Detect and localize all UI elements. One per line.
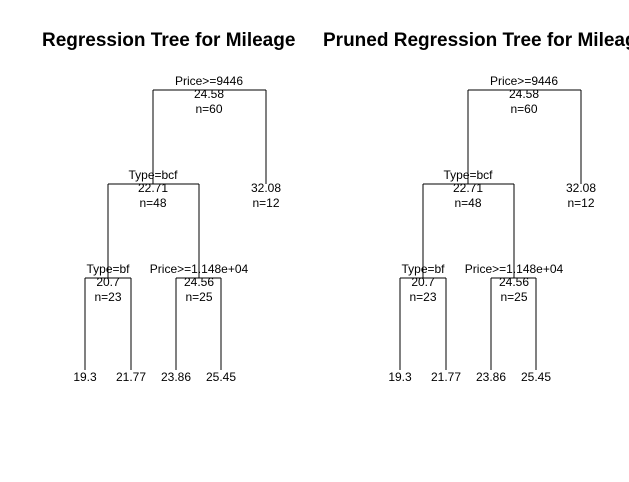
- leaf-value: 21.77: [116, 370, 146, 384]
- tree-title: Pruned Regression Tree for Mileage: [323, 30, 629, 51]
- node-count: n=48: [454, 196, 481, 210]
- node-count: n=60: [510, 102, 537, 116]
- node-count: n=25: [500, 290, 527, 304]
- node-count: n=25: [185, 290, 212, 304]
- node-count: n=12: [567, 196, 594, 210]
- leaf-value: 19.3: [388, 370, 412, 384]
- split-label: Price>=9446: [175, 74, 243, 88]
- leaf-value: 19.3: [73, 370, 97, 384]
- node-value: 20.7: [96, 275, 120, 289]
- node-value: 22.71: [453, 181, 483, 195]
- split-label: Type=bcf: [128, 168, 178, 182]
- leaf-value: 23.86: [161, 370, 191, 384]
- split-label: Type=bf: [401, 262, 445, 276]
- split-label: Type=bcf: [443, 168, 493, 182]
- leaf-value: 21.77: [431, 370, 461, 384]
- leaf-value: 25.45: [521, 370, 551, 384]
- node-value: 32.08: [251, 181, 281, 195]
- node-value: 24.56: [184, 275, 214, 289]
- split-label: Type=bf: [86, 262, 130, 276]
- leaf-value: 23.86: [476, 370, 506, 384]
- node-value: 22.71: [138, 181, 168, 195]
- node-count: n=12: [252, 196, 279, 210]
- tree-title: Regression Tree for Mileage: [42, 30, 296, 51]
- node-count: n=60: [195, 102, 222, 116]
- tree-panel-full: Regression Tree for Mileage Price>=9446 2…: [42, 30, 296, 384]
- node-count: n=48: [139, 196, 166, 210]
- node-value: 32.08: [566, 181, 596, 195]
- leaf-value: 25.45: [206, 370, 236, 384]
- node-count: n=23: [94, 290, 121, 304]
- node-count: n=23: [409, 290, 436, 304]
- split-label: Price>=1.148e+04: [150, 262, 249, 276]
- split-label: Price>=1.148e+04: [465, 262, 564, 276]
- node-value: 24.58: [194, 87, 224, 101]
- node-value: 24.58: [509, 87, 539, 101]
- tree-panel-pruned: Pruned Regression Tree for Mileage Price…: [315, 0, 629, 482]
- node-value: 20.7: [411, 275, 435, 289]
- split-label: Price>=9446: [490, 74, 558, 88]
- node-value: 24.56: [499, 275, 529, 289]
